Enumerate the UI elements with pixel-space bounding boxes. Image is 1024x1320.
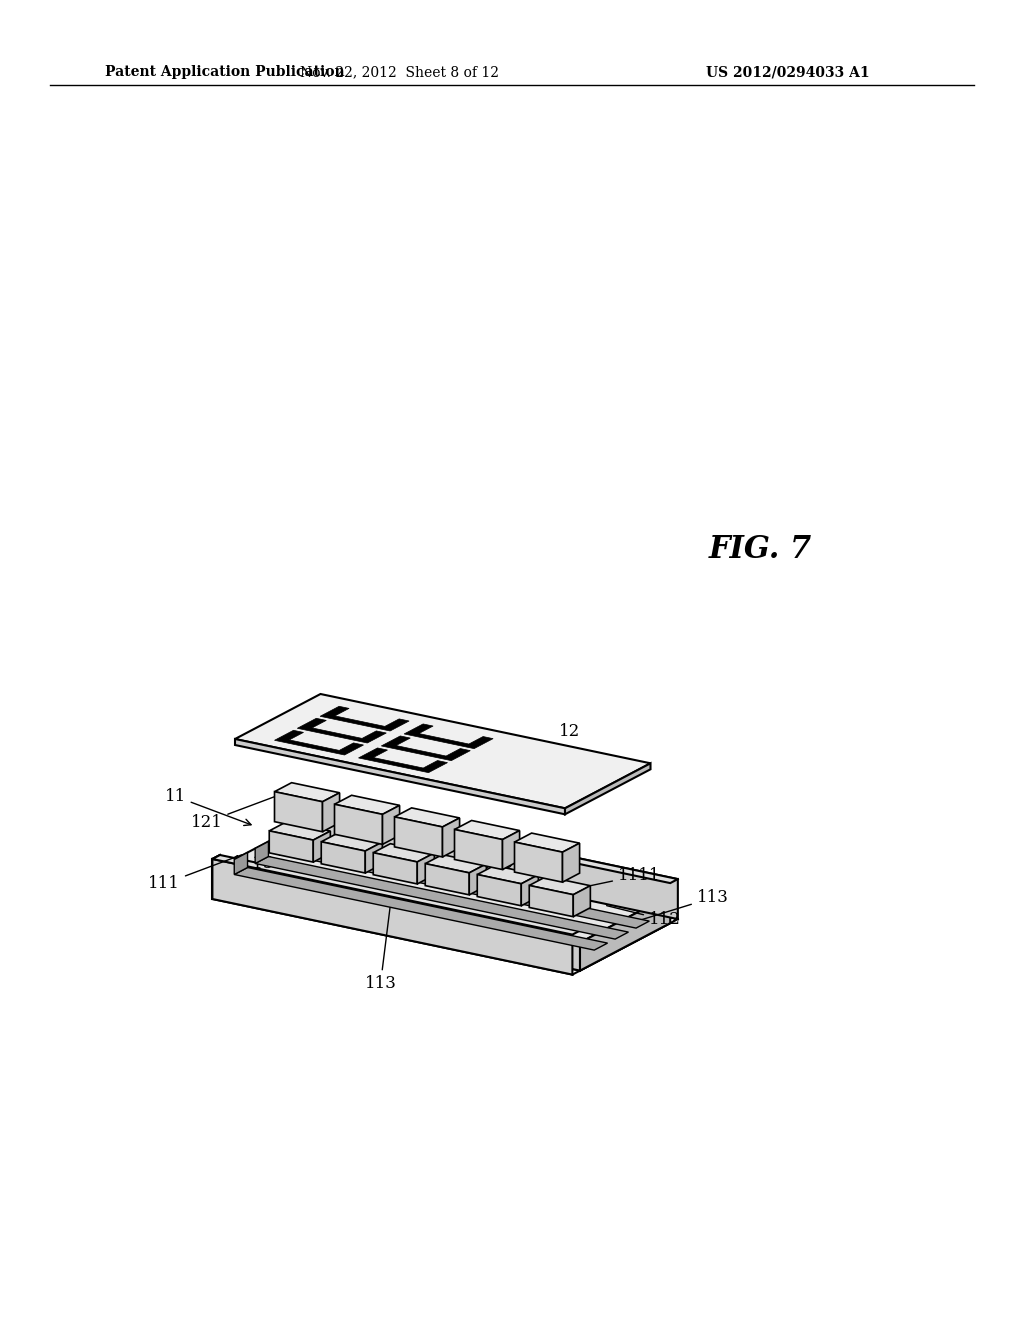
Text: 121: 121 bbox=[190, 793, 284, 830]
Polygon shape bbox=[503, 830, 519, 870]
Polygon shape bbox=[529, 876, 591, 895]
Polygon shape bbox=[234, 853, 248, 874]
Polygon shape bbox=[234, 867, 607, 950]
Polygon shape bbox=[573, 886, 591, 916]
Polygon shape bbox=[562, 843, 580, 882]
Polygon shape bbox=[255, 842, 268, 863]
Polygon shape bbox=[383, 805, 399, 845]
Text: 112: 112 bbox=[606, 906, 681, 928]
Text: FIG. 7: FIG. 7 bbox=[709, 535, 812, 565]
Polygon shape bbox=[234, 694, 650, 808]
Polygon shape bbox=[358, 748, 447, 772]
Polygon shape bbox=[313, 832, 331, 862]
Text: 1115: 1115 bbox=[231, 845, 315, 873]
Polygon shape bbox=[366, 842, 382, 873]
Polygon shape bbox=[335, 804, 383, 845]
Polygon shape bbox=[269, 830, 313, 862]
Polygon shape bbox=[234, 739, 565, 814]
Polygon shape bbox=[323, 793, 340, 832]
Polygon shape bbox=[580, 895, 671, 970]
Polygon shape bbox=[321, 706, 410, 731]
Polygon shape bbox=[442, 818, 460, 857]
Text: Patent Application Publication: Patent Application Publication bbox=[105, 65, 345, 79]
Polygon shape bbox=[455, 821, 519, 840]
Polygon shape bbox=[274, 730, 364, 755]
Text: 12: 12 bbox=[501, 723, 581, 789]
Text: US 2012/0294033 A1: US 2012/0294033 A1 bbox=[707, 65, 870, 79]
Polygon shape bbox=[276, 846, 649, 928]
Polygon shape bbox=[381, 737, 470, 760]
Polygon shape bbox=[322, 833, 382, 851]
Polygon shape bbox=[529, 886, 573, 916]
Text: 18: 18 bbox=[416, 859, 514, 878]
Text: Nov. 22, 2012  Sheet 8 of 12: Nov. 22, 2012 Sheet 8 of 12 bbox=[300, 65, 500, 79]
Polygon shape bbox=[322, 842, 366, 873]
Polygon shape bbox=[220, 867, 580, 970]
Polygon shape bbox=[255, 857, 629, 939]
Polygon shape bbox=[565, 763, 650, 814]
Polygon shape bbox=[374, 853, 417, 884]
Polygon shape bbox=[417, 853, 434, 884]
Polygon shape bbox=[425, 863, 469, 895]
Polygon shape bbox=[514, 833, 580, 853]
Text: 11: 11 bbox=[165, 788, 251, 825]
Polygon shape bbox=[477, 866, 539, 884]
Polygon shape bbox=[394, 817, 442, 857]
Polygon shape bbox=[317, 804, 678, 919]
Polygon shape bbox=[220, 820, 671, 942]
Polygon shape bbox=[469, 863, 486, 895]
Text: 1111: 1111 bbox=[570, 867, 660, 890]
Polygon shape bbox=[274, 783, 340, 801]
Text: 113: 113 bbox=[365, 907, 396, 993]
Polygon shape bbox=[455, 829, 503, 870]
Polygon shape bbox=[297, 718, 386, 743]
Polygon shape bbox=[276, 830, 290, 853]
Polygon shape bbox=[425, 854, 486, 873]
Polygon shape bbox=[310, 804, 678, 883]
Polygon shape bbox=[212, 855, 580, 935]
Text: 113: 113 bbox=[635, 890, 729, 921]
Polygon shape bbox=[212, 859, 572, 974]
Polygon shape bbox=[477, 875, 521, 906]
Polygon shape bbox=[514, 842, 562, 882]
Polygon shape bbox=[394, 808, 460, 826]
Polygon shape bbox=[521, 875, 539, 906]
Polygon shape bbox=[374, 843, 434, 862]
Text: 111: 111 bbox=[148, 855, 242, 892]
Polygon shape bbox=[269, 822, 331, 840]
Polygon shape bbox=[274, 792, 323, 832]
Polygon shape bbox=[404, 723, 494, 748]
Polygon shape bbox=[335, 795, 399, 814]
